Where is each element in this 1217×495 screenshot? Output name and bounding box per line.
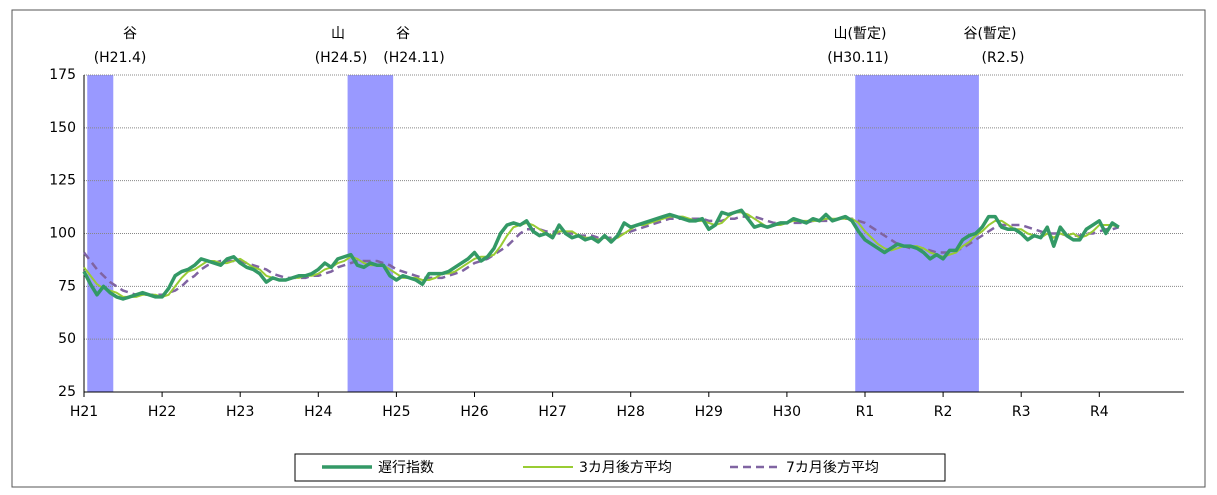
x-tick-label: R1 [856, 404, 875, 420]
x-tick-label: H29 [695, 404, 723, 420]
x-tick-label: H24 [304, 404, 332, 420]
legend-label: 3カ月後方平均 [579, 460, 672, 476]
annotation-date: (H24.11) [383, 50, 445, 66]
frame [11, 9, 1206, 488]
annotation-label: 谷 [396, 26, 410, 42]
x-tick-label: H25 [382, 404, 410, 420]
x-tick-label: H26 [460, 404, 488, 420]
x-tick-label: H22 [148, 404, 176, 420]
x-tick-label: R3 [1012, 404, 1031, 420]
annotation-label: 山 [331, 26, 345, 42]
x-tick-label: R4 [1090, 404, 1109, 420]
series-line [82, 208, 1120, 301]
y-tick-label: 100 [49, 226, 76, 242]
annotation-label: 山(暫定) [834, 26, 887, 42]
annotation-date: (H24.5) [315, 50, 368, 66]
annotation-date: (R2.5) [982, 50, 1025, 66]
y-tick-label: 175 [49, 67, 76, 83]
x-tick-label: H30 [773, 404, 801, 420]
legend-box [294, 453, 946, 482]
y-tick-label: 150 [49, 120, 76, 136]
annotation-date: (H21.4) [94, 50, 147, 66]
y-tick-label: 125 [49, 173, 76, 189]
x-tick-label: H21 [70, 404, 98, 420]
legend-label: 遅行指数 [378, 460, 434, 476]
x-tick-label: H27 [538, 404, 566, 420]
annotation-label: 谷(暫定) [964, 26, 1017, 42]
annotation-label: 谷 [123, 26, 137, 42]
x-tick-label: H23 [226, 404, 254, 420]
y-tick-label: 75 [58, 278, 76, 294]
x-tick-label: H28 [617, 404, 645, 420]
annotation-date: (H30.11) [827, 50, 889, 66]
x-tick-label: R2 [934, 404, 953, 420]
y-tick-label: 25 [58, 384, 76, 400]
legend-label: 7カ月後方平均 [786, 460, 879, 476]
y-tick-label: 50 [58, 331, 76, 347]
